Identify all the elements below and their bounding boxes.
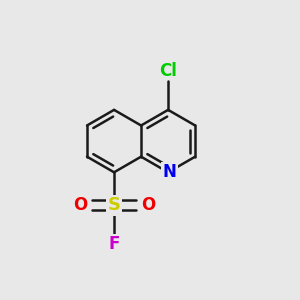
Text: O: O: [141, 196, 155, 214]
Text: Cl: Cl: [159, 62, 177, 80]
Text: N: N: [163, 163, 176, 181]
Text: F: F: [108, 235, 120, 253]
Text: O: O: [73, 196, 87, 214]
Text: S: S: [108, 196, 121, 214]
